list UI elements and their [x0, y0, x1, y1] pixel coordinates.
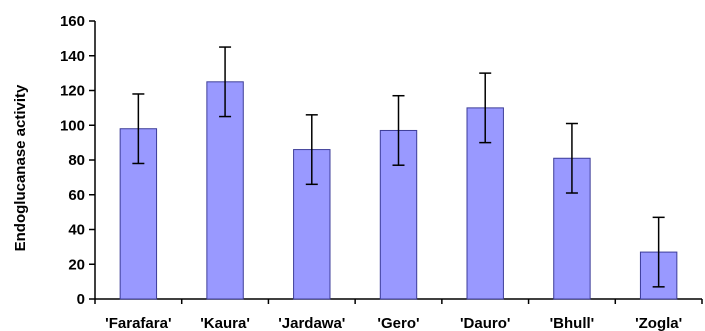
- x-category-label-3: 'Gero': [377, 315, 419, 331]
- y-tick-label: 0: [77, 291, 85, 308]
- x-category-label-5: 'Bhull': [550, 315, 595, 331]
- y-tick-label: 120: [60, 83, 85, 100]
- x-category-label-6: 'Zogla': [635, 315, 682, 331]
- x-category-label-1: 'Kaura': [200, 315, 250, 331]
- y-axis-title: Endoglucanase activity: [12, 84, 29, 251]
- y-axis: 0 20 40 60 80 100 120 140 160: [60, 13, 96, 308]
- bar-1: [206, 81, 244, 300]
- x-category-label-0: 'Farafara': [105, 315, 171, 331]
- y-tick-label: 40: [68, 222, 85, 239]
- y-tick-label: 60: [68, 187, 85, 204]
- y-tick-label: 100: [60, 117, 85, 134]
- y-tick-label: 80: [68, 152, 85, 169]
- y-tick-label: 160: [60, 13, 85, 30]
- x-category-label-2: 'Jardawa': [278, 315, 345, 331]
- x-category-label-4: 'Dauro': [460, 315, 510, 331]
- category-labels: 'Farafara' 'Kaura' 'Jardawa' 'Gero' 'Dauro' '…: [105, 315, 682, 331]
- error-bars: [132, 46, 665, 288]
- x-axis: [94, 298, 703, 304]
- y-tick-label: 140: [60, 48, 85, 65]
- y-tick-label: 20: [68, 256, 85, 273]
